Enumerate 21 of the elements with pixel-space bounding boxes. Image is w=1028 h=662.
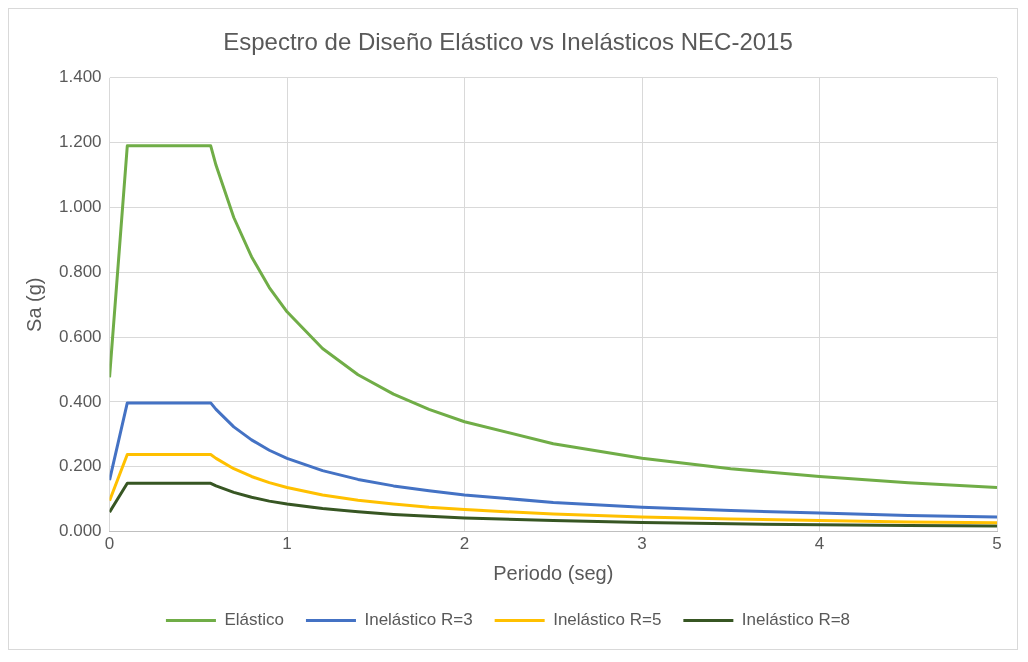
x-tick-label: 1 (282, 534, 292, 554)
x-axis-title: Periodo (seg) (493, 561, 614, 584)
y-tick-label: 0.400 (58, 391, 102, 411)
y-tick-label: 1.200 (58, 132, 102, 152)
x-tick-label: 2 (459, 534, 470, 554)
chart-title: Espectro de Diseño Elástico vs Inelásticos NEC-2015 (223, 28, 793, 56)
legend-label: Inelástico R=3 (364, 610, 473, 630)
y-tick-label: 0.200 (58, 456, 102, 476)
legend-label: Elástico (224, 610, 284, 630)
x-tick-label: 4 (814, 534, 825, 554)
y-tick-label: 1.000 (58, 197, 102, 217)
y-tick-label: 0.600 (58, 326, 102, 346)
y-tick-label: 0.800 (58, 261, 102, 281)
legend-label: Inelástico R=5 (553, 610, 662, 630)
x-tick-label: 0 (104, 534, 115, 554)
y-axis-title: Sa (g) (22, 277, 45, 332)
x-tick-label: 5 (992, 534, 1002, 554)
legend-label: Inelástico R=8 (741, 610, 851, 630)
y-tick-label: 0.000 (58, 521, 102, 541)
x-tick-label: 3 (637, 534, 647, 554)
y-tick-label: 1.400 (58, 67, 102, 87)
